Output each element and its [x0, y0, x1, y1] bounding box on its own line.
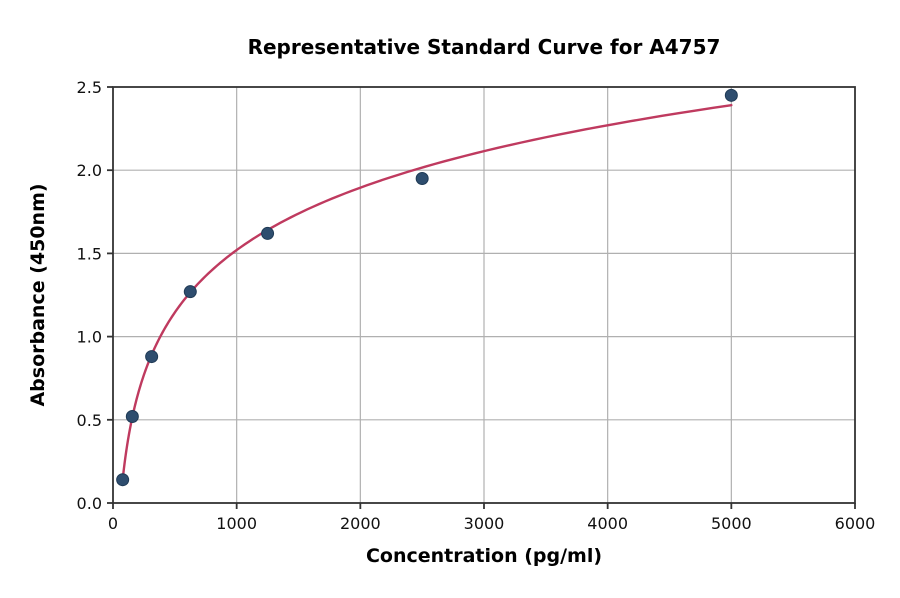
x-tick-label: 6000: [835, 514, 876, 533]
y-tick-label: 0.0: [77, 494, 102, 513]
y-tick-label: 1.5: [77, 244, 102, 263]
y-axis-label: Absorbance (450nm): [27, 183, 49, 406]
data-points: [116, 88, 738, 487]
x-tick-label: 2000: [340, 514, 381, 533]
fit-curve: [121, 103, 733, 481]
x-tick-label: 1000: [216, 514, 257, 533]
chart-title: Representative Standard Curve for A4757: [248, 35, 721, 59]
data-point: [261, 226, 275, 240]
y-tick-label: 2.0: [77, 161, 102, 180]
x-tick-label: 5000: [711, 514, 752, 533]
x-axis-label: Concentration (pg/ml): [366, 545, 602, 567]
tick-labels: 0 1000 2000 3000 4000 5000 6000 0.0 0.5 1.0 1.5 2.0…: [77, 78, 876, 533]
axis-ticks: [107, 86, 856, 509]
gridlines: [113, 87, 855, 503]
y-tick-label: 1.0: [77, 328, 102, 347]
data-point: [125, 409, 139, 423]
y-tick-label: 0.5: [77, 411, 102, 430]
x-tick-label: 0: [108, 514, 118, 533]
x-tick-label: 3000: [464, 514, 505, 533]
fit-curve-path: [121, 103, 733, 481]
data-point: [145, 350, 159, 364]
x-tick-label: 4000: [587, 514, 628, 533]
data-point: [415, 172, 429, 186]
data-point: [724, 88, 738, 102]
data-point: [116, 473, 130, 487]
y-tick-label: 2.5: [77, 78, 102, 97]
data-point: [183, 285, 197, 299]
